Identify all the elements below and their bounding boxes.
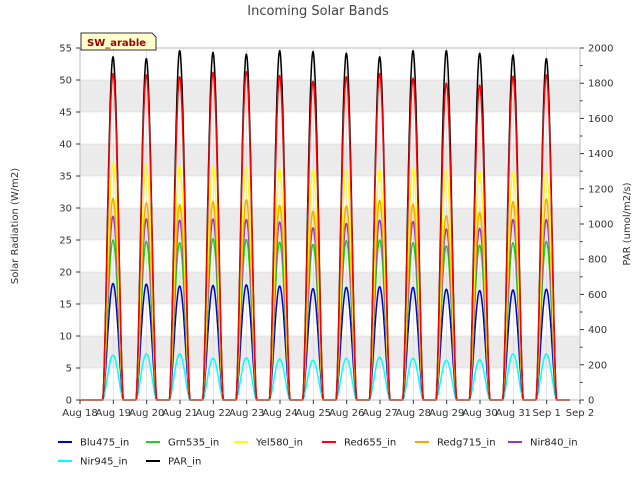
legend-item-Blu475_in: Blu475_in (58, 438, 129, 449)
badge-box (80, 32, 157, 51)
legend-item-Red655_in: Red655_in (322, 438, 396, 449)
x-tick-label: Aug 24 (262, 408, 297, 419)
legend-label: Grn535_in (168, 438, 219, 449)
station-badge: SW_arable (80, 32, 157, 51)
legend-item-Grn535_in: Grn535_in (146, 438, 219, 449)
y2-tick-label: 1400 (588, 149, 613, 160)
chart-title: Incoming Solar Bands (247, 4, 389, 19)
legend-label: Red655_in (344, 438, 396, 449)
y-tick-label: 55 (59, 44, 72, 55)
x-tick-label: Aug 22 (196, 408, 231, 419)
y2-tick-label: 0 (588, 396, 594, 407)
x-tick-label: Aug 28 (396, 408, 431, 419)
y2-axis-label: PAR (umol/m2/s) (622, 182, 633, 265)
x-tick-label: Aug 25 (296, 408, 331, 419)
background-band (80, 208, 580, 240)
x-tick-label: Aug 20 (129, 408, 164, 419)
y2-tick-label: 2000 (588, 44, 613, 55)
y-tick-label: 50 (59, 76, 72, 87)
y2-tick-label: 1800 (588, 79, 613, 90)
x-tick-label: Sep 2 (566, 408, 594, 419)
y-tick-label: 5 (66, 364, 72, 375)
legend-label: Redg715_in (437, 438, 496, 449)
legend-item-Nir945_in: Nir945_in (58, 457, 128, 468)
y2-tick-label: 600 (588, 290, 607, 301)
x-tick-label: Aug 30 (462, 408, 497, 419)
y2-tick-label: 800 (588, 255, 607, 266)
y2-tick-label: 1000 (588, 220, 613, 231)
legend-label: Blu475_in (80, 438, 129, 449)
legend-item-Nir840_in: Nir840_in (508, 438, 578, 449)
legend-label: Nir840_in (530, 438, 578, 449)
legend-item-PAR_in: PAR_in (146, 457, 201, 468)
y2-tick-label: 1600 (588, 114, 613, 125)
x-tick-label: Aug 21 (162, 408, 197, 419)
y2-tick-label: 200 (588, 360, 607, 371)
background-band (80, 336, 580, 368)
x-tick-label: Aug 31 (496, 408, 531, 419)
background-band (80, 80, 580, 112)
y2-tick-label: 1200 (588, 184, 613, 195)
y-axis-label: Solar Radiation (W/m2) (10, 168, 21, 284)
y-tick-label: 25 (59, 236, 72, 247)
badge-label: SW_arable (87, 38, 146, 49)
legend-label: PAR_in (168, 457, 201, 468)
plot-background-bands (80, 80, 580, 368)
y2-axis-ticks: 0 200 400 600 800 1000 1200 1400 1600 1800 2000 (580, 44, 613, 407)
y-tick-label: 20 (59, 268, 72, 279)
y-tick-label: 0 (66, 396, 72, 407)
x-tick-label: Aug 26 (329, 408, 364, 419)
x-tick-label: Aug 23 (229, 408, 264, 419)
y-tick-label: 45 (59, 108, 72, 119)
y-tick-label: 30 (59, 204, 72, 215)
y-tick-label: 40 (59, 140, 72, 151)
legend-label: Nir945_in (80, 457, 128, 468)
x-tick-label: Sep 1 (532, 408, 560, 419)
background-band (80, 272, 580, 304)
y-axis-ticks: 0 5 10 15 20 25 30 35 40 45 50 55 (59, 44, 80, 407)
y2-tick-label: 400 (588, 325, 607, 336)
legend: Blu475_in Grn535_in Yel580_in Red655_in Redg… (58, 438, 578, 468)
legend-item-Redg715_in: Redg715_in (415, 438, 496, 449)
legend-label: Yel580_in (255, 438, 303, 449)
background-band (80, 144, 580, 176)
x-tick-label: Aug 18 (62, 408, 97, 419)
legend-item-Yel580_in: Yel580_in (234, 438, 303, 449)
y-tick-label: 35 (59, 172, 72, 183)
y-tick-label: 15 (59, 300, 72, 311)
x-tick-label: Aug 27 (362, 408, 397, 419)
x-tick-label: Aug 19 (96, 408, 131, 419)
x-tick-label: Aug 29 (429, 408, 464, 419)
y-tick-label: 10 (59, 332, 72, 343)
